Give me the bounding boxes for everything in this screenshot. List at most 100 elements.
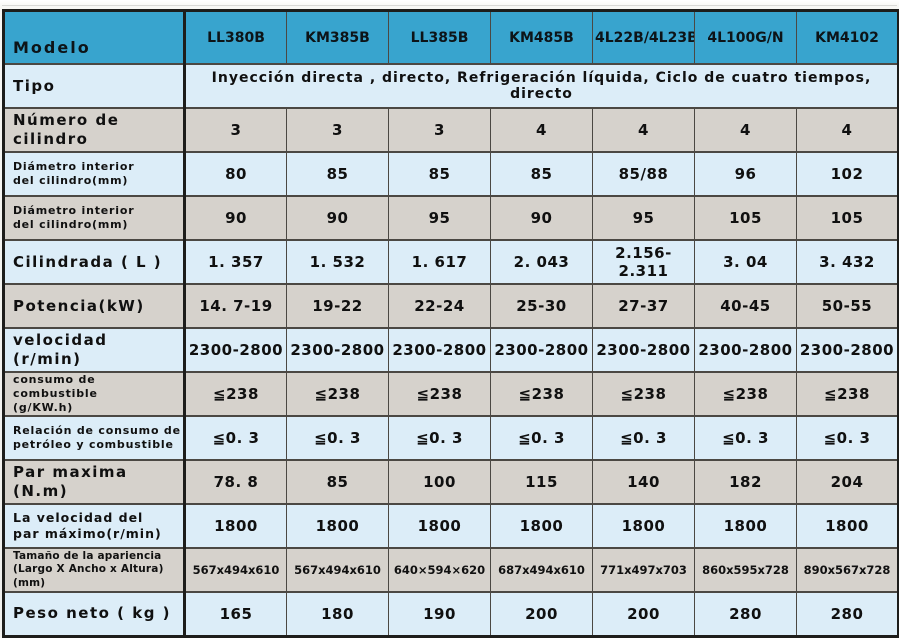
table-cell: ≦238 xyxy=(184,371,287,417)
table-cell: 14. 7-19 xyxy=(184,283,287,329)
row-velocidad-par-maximo: La velocidad del par máximo(r/min) 1800 … xyxy=(3,503,899,549)
table-cell: ≦238 xyxy=(388,371,491,417)
row-numero-de-cilindro: Número de cilindro 3 3 3 4 4 4 4 xyxy=(3,107,899,153)
table-cell: 2300-2800 xyxy=(388,327,491,373)
column-header-model-2: KM385B xyxy=(286,9,389,65)
row-label-tipo: Tipo xyxy=(3,63,186,109)
row-label-diametro-interior-2: Diámetro interior del cilindro(mm) xyxy=(3,195,186,241)
table-cell: 200 xyxy=(592,591,695,637)
column-header-model-4: KM485B xyxy=(490,9,593,65)
table-cell: 4 xyxy=(592,107,695,153)
row-label-cilindrada: Cilindrada ( L ) xyxy=(3,239,186,285)
row-peso-neto: Peso neto ( kg ) 165 180 190 200 200 280… xyxy=(3,591,899,637)
table-cell: 4 xyxy=(796,107,899,153)
table-cell: ≦238 xyxy=(286,371,389,417)
table-cell: 2300-2800 xyxy=(694,327,797,373)
table-cell: 85 xyxy=(286,459,389,505)
table-cell: 687x494x610 xyxy=(490,547,593,593)
table-cell: 860x595x728 xyxy=(694,547,797,593)
row-label-numero-de-cilindro: Número de cilindro xyxy=(3,107,186,153)
table-cell: ≦0. 3 xyxy=(184,415,287,461)
column-header-model-3: LL385B xyxy=(388,9,491,65)
table-cell: 180 xyxy=(286,591,389,637)
table-cell: 3. 04 xyxy=(694,239,797,285)
table-cell: 95 xyxy=(592,195,695,241)
table-cell: 1800 xyxy=(184,503,287,549)
table-cell: ≦0. 3 xyxy=(796,415,899,461)
row-label-velocidad: velocidad (r/min) xyxy=(3,327,186,373)
table-cell: 2300-2800 xyxy=(796,327,899,373)
table-cell: 2300-2800 xyxy=(286,327,389,373)
table-cell: 1800 xyxy=(592,503,695,549)
table-cell: ≦0. 3 xyxy=(388,415,491,461)
table-cell: ≦0. 3 xyxy=(592,415,695,461)
cell-tipo-merged: Inyección directa , directo, Refrigeraci… xyxy=(184,63,899,109)
table-cell: 1. 357 xyxy=(184,239,287,285)
table-cell: ≦238 xyxy=(592,371,695,417)
table-cell: 50-55 xyxy=(796,283,899,329)
table-cell: 2300-2800 xyxy=(592,327,695,373)
row-label-relacion-consumo: Relación de consumo de petróleo y combus… xyxy=(3,415,186,461)
column-header-model-7: KM4102 xyxy=(796,9,899,65)
table-cell: 1800 xyxy=(388,503,491,549)
row-label-peso-neto: Peso neto ( kg ) xyxy=(3,591,186,637)
table-cell: ≦238 xyxy=(490,371,593,417)
engine-spec-table: Modelo LL380B KM385B LL385B KM485B 4L22B… xyxy=(2,9,899,638)
table-cell: ≦238 xyxy=(694,371,797,417)
table-cell: 1. 532 xyxy=(286,239,389,285)
table-cell: 204 xyxy=(796,459,899,505)
table-cell: 2300-2800 xyxy=(184,327,287,373)
table-cell: 640×594×620 xyxy=(388,547,491,593)
column-header-model-5: 4L22B/4L23B xyxy=(592,9,695,65)
table-cell: 1800 xyxy=(796,503,899,549)
row-label-consumo-combustible: consumo de combustible (g/KW.h) xyxy=(3,371,186,417)
table-cell: ≦238 xyxy=(796,371,899,417)
table-cell: 2.156-2.311 xyxy=(592,239,695,285)
table-cell: 22-24 xyxy=(388,283,491,329)
table-cell: 105 xyxy=(796,195,899,241)
table-cell: 3 xyxy=(388,107,491,153)
table-cell: 1. 617 xyxy=(388,239,491,285)
table-cell: 771x497x703 xyxy=(592,547,695,593)
table-cell: 567x494x610 xyxy=(184,547,287,593)
table-cell: 4 xyxy=(694,107,797,153)
table-cell: 40-45 xyxy=(694,283,797,329)
table-cell: 85 xyxy=(388,151,491,197)
table-cell: 2. 043 xyxy=(490,239,593,285)
table-cell: 4 xyxy=(490,107,593,153)
table-cell: 182 xyxy=(694,459,797,505)
row-label-tamano-apariencia: Tamaño de la apariencia (Largo X Ancho x… xyxy=(3,547,186,593)
table-cell: 115 xyxy=(490,459,593,505)
table-cell: 280 xyxy=(796,591,899,637)
table-cell: 90 xyxy=(490,195,593,241)
row-tipo: Tipo Inyección directa , directo, Refrig… xyxy=(3,63,899,109)
table-cell: 3. 432 xyxy=(796,239,899,285)
row-velocidad: velocidad (r/min) 2300-2800 2300-2800 23… xyxy=(3,327,899,373)
table-cell: 95 xyxy=(388,195,491,241)
table-cell: 96 xyxy=(694,151,797,197)
table-cell: 78. 8 xyxy=(184,459,287,505)
row-tamano-apariencia: Tamaño de la apariencia (Largo X Ancho x… xyxy=(3,547,899,593)
row-par-maxima: Par maxima (N.m) 78. 8 85 100 115 140 18… xyxy=(3,459,899,505)
row-consumo-combustible: consumo de combustible (g/KW.h) ≦238 ≦23… xyxy=(3,371,899,417)
table-cell: 85 xyxy=(286,151,389,197)
table-cell: ≦0. 3 xyxy=(694,415,797,461)
header-row: Modelo LL380B KM385B LL385B KM485B 4L22B… xyxy=(3,9,899,65)
table-cell: 890x567x728 xyxy=(796,547,899,593)
table-cell: 27-37 xyxy=(592,283,695,329)
table-cell: 85 xyxy=(490,151,593,197)
table-cell: 25-30 xyxy=(490,283,593,329)
table-cell: 3 xyxy=(286,107,389,153)
table-cell: 2300-2800 xyxy=(490,327,593,373)
header-label-modelo: Modelo xyxy=(3,9,186,65)
table-cell: 105 xyxy=(694,195,797,241)
table-cell: 3 xyxy=(184,107,287,153)
table-cell: 1800 xyxy=(490,503,593,549)
table-cell: 80 xyxy=(184,151,287,197)
table-cell: 200 xyxy=(490,591,593,637)
table-cell: 190 xyxy=(388,591,491,637)
row-label-par-maxima: Par maxima (N.m) xyxy=(3,459,186,505)
row-label-diametro-interior-1: Diámetro interior del cilindro(mm) xyxy=(3,151,186,197)
table-cell: 102 xyxy=(796,151,899,197)
